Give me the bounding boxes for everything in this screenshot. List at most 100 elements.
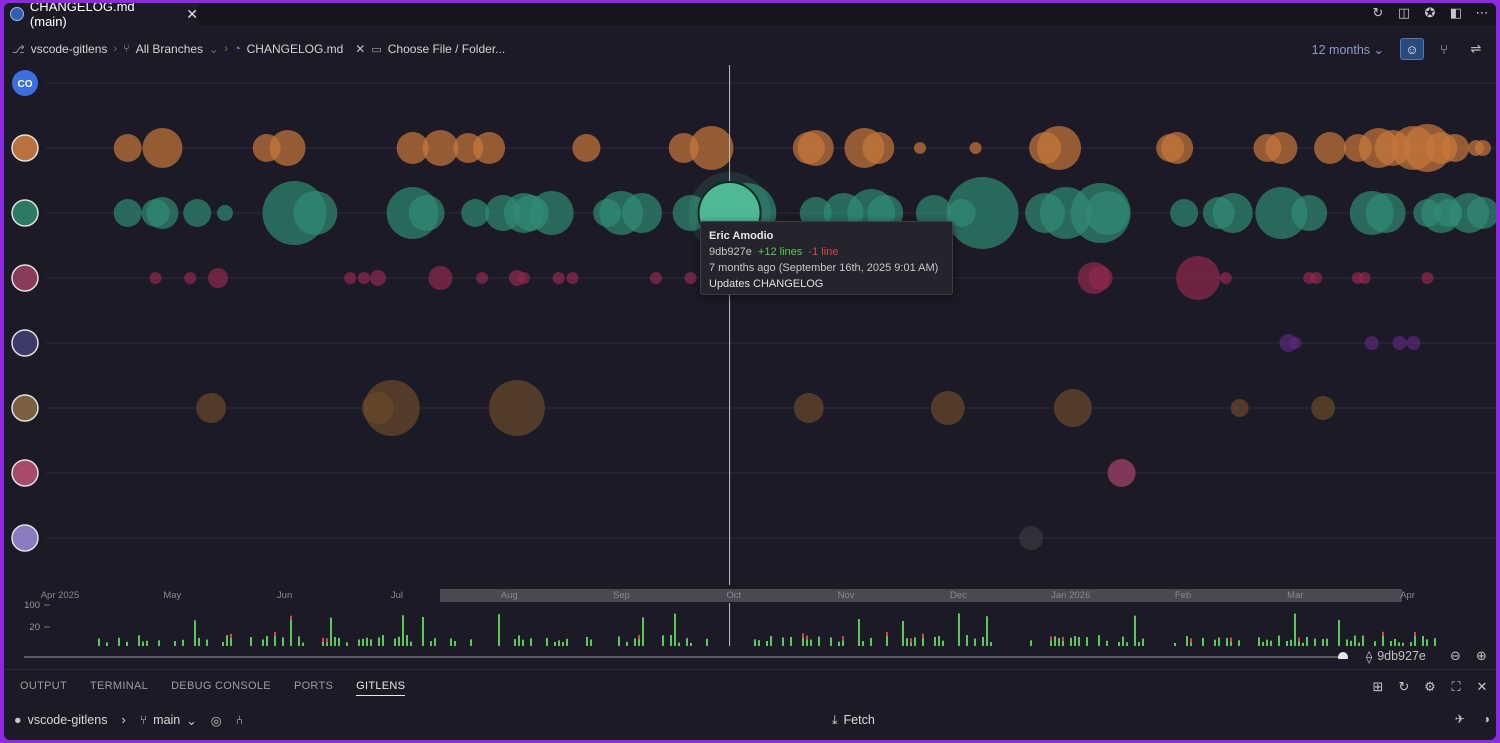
refresh-icon[interactable]: ↻	[1372, 5, 1384, 20]
new-panel-icon[interactable]: ⊞	[1372, 679, 1384, 694]
activity-bar	[586, 636, 588, 646]
activity-bar	[1422, 636, 1424, 646]
split-editor-icon[interactable]: ◫	[1397, 5, 1411, 20]
breadcrumb-file[interactable]: CHANGELOG.md	[246, 42, 344, 56]
deletion-bar	[1062, 637, 1064, 642]
deletion-bar	[1414, 631, 1416, 636]
activity-sparkline[interactable]: Apr 2025 May Jun Jul Aug Sep Oct Nov Dec Jan 2026…	[4, 589, 1496, 659]
activity-bar	[670, 635, 672, 646]
bubble-chart[interactable]: CO	[4, 65, 1496, 600]
chevron-down-icon: ⌄	[186, 713, 197, 728]
activity-bar	[454, 640, 456, 646]
activity-bar	[1126, 642, 1128, 646]
choose-file-button[interactable]: Choose File / Folder...	[387, 42, 506, 56]
activity-bar	[906, 638, 908, 646]
activity-bar	[1218, 637, 1220, 646]
settings-sliders-icon[interactable]: ⇌	[1470, 41, 1482, 56]
tab-gitlens[interactable]: GITLENS	[356, 680, 406, 696]
tab-output[interactable]: OUTPUT	[20, 680, 68, 692]
editor-tab-changelog[interactable]: CHANGELOG.md (main) ✕	[4, 3, 198, 29]
activity-bar	[1394, 638, 1396, 646]
commit-bubble	[473, 132, 506, 164]
activity-bar	[642, 617, 644, 646]
x-tick-label: Nov	[838, 590, 855, 601]
target-icon[interactable]: ◎	[210, 713, 222, 728]
activity-bar	[982, 636, 984, 646]
tab-title: CHANGELOG.md (main)	[29, 3, 135, 29]
visual-history-chart[interactable]: CO	[4, 65, 1496, 600]
commit-bubble	[1466, 197, 1496, 229]
activity-bar	[626, 641, 628, 646]
activity-bar	[262, 639, 264, 646]
activity-bar	[938, 635, 940, 646]
activity-bar	[1058, 637, 1060, 646]
activity-bar	[1402, 642, 1404, 646]
activity-bar	[562, 642, 564, 646]
zoom-out-icon[interactable]: ⊖	[1450, 648, 1461, 663]
commit-bubble	[363, 380, 420, 436]
activity-bar	[1138, 642, 1140, 646]
activity-bar	[522, 639, 524, 646]
activity-bar	[322, 641, 324, 646]
activity-bar	[366, 637, 368, 646]
pull-request-icon[interactable]: ⑃	[235, 713, 244, 727]
activity-bar	[1238, 640, 1240, 646]
period-select[interactable]: 12 months ⌄	[1312, 42, 1384, 57]
close-icon[interactable]: ✕	[1476, 679, 1488, 694]
maximize-icon[interactable]: ⛶	[1451, 679, 1461, 694]
refresh-icon[interactable]: ↻	[1398, 679, 1410, 694]
author-view-toggle-icon[interactable]: ☺	[1400, 38, 1424, 60]
file-history-icon: ◔	[233, 43, 241, 55]
zoom-in-icon[interactable]: ⊕	[1476, 648, 1487, 663]
repo-item[interactable]: ● vscode-gitlens	[14, 713, 107, 727]
layout-icon[interactable]: ◧	[1449, 5, 1463, 20]
breadcrumb-repo[interactable]: vscode-gitlens	[30, 42, 108, 56]
branch-view-icon[interactable]: ⑂	[1440, 41, 1448, 57]
activity-bar	[142, 641, 144, 646]
gear-icon[interactable]: ⚙	[1424, 679, 1436, 694]
activity-bar	[334, 637, 336, 646]
launchpad-icon[interactable]: ✈	[1454, 712, 1465, 726]
activity-bar	[1054, 636, 1056, 646]
range-selection	[440, 589, 1402, 602]
clear-file-icon[interactable]: ✕	[355, 42, 366, 56]
activity-bar	[1426, 639, 1428, 646]
activity-bar	[1062, 641, 1064, 646]
activity-bar	[1398, 642, 1400, 646]
tab-close-icon[interactable]: ✕	[186, 5, 198, 22]
commit-bubble	[1212, 193, 1253, 233]
activity-bar	[1186, 636, 1188, 646]
activity-bar	[942, 640, 944, 646]
tab-debug-console[interactable]: DEBUG CONSOLE	[171, 680, 271, 692]
activity-bar	[754, 639, 756, 646]
activity-bar	[1382, 635, 1384, 646]
fetch-label: Fetch	[843, 713, 875, 727]
activity-bar	[402, 615, 404, 646]
tooltip-removed: -1 line	[808, 246, 839, 258]
activity-bar	[1362, 635, 1364, 646]
author-avatar	[12, 70, 38, 96]
commit-bubble	[969, 142, 982, 154]
activity-bar	[1410, 642, 1412, 646]
gitlens-inspect-icon[interactable]: ◑	[1482, 712, 1490, 726]
activity-bar	[1390, 641, 1392, 646]
more-actions-icon[interactable]: ⋯	[1475, 5, 1489, 20]
activity-bar	[934, 636, 936, 646]
fetch-button[interactable]: ⤓ Fetch	[832, 713, 875, 728]
panel-divider	[4, 669, 1496, 670]
tab-ports[interactable]: PORTS	[293, 680, 334, 692]
commit-bubble	[196, 393, 227, 423]
deletion-bar	[802, 633, 804, 638]
commit-bubble	[428, 266, 453, 290]
timeline-tools: 12 months ⌄ ☺ ⑂ ⇌	[1312, 38, 1488, 60]
commit-bubble	[1365, 193, 1406, 233]
commit-bubble	[1392, 336, 1407, 350]
copilot-icon[interactable]: ✪	[1424, 5, 1436, 20]
activity-bar	[858, 619, 860, 646]
branch-item[interactable]: ⑂ main ⌄	[140, 713, 197, 728]
breadcrumb-branch[interactable]: All Branches	[135, 42, 204, 56]
chevron-right-icon: ›	[121, 713, 126, 727]
tab-terminal[interactable]: TERMINAL	[90, 680, 149, 692]
activity-bar	[1322, 639, 1324, 646]
commit-bubble	[184, 272, 197, 284]
